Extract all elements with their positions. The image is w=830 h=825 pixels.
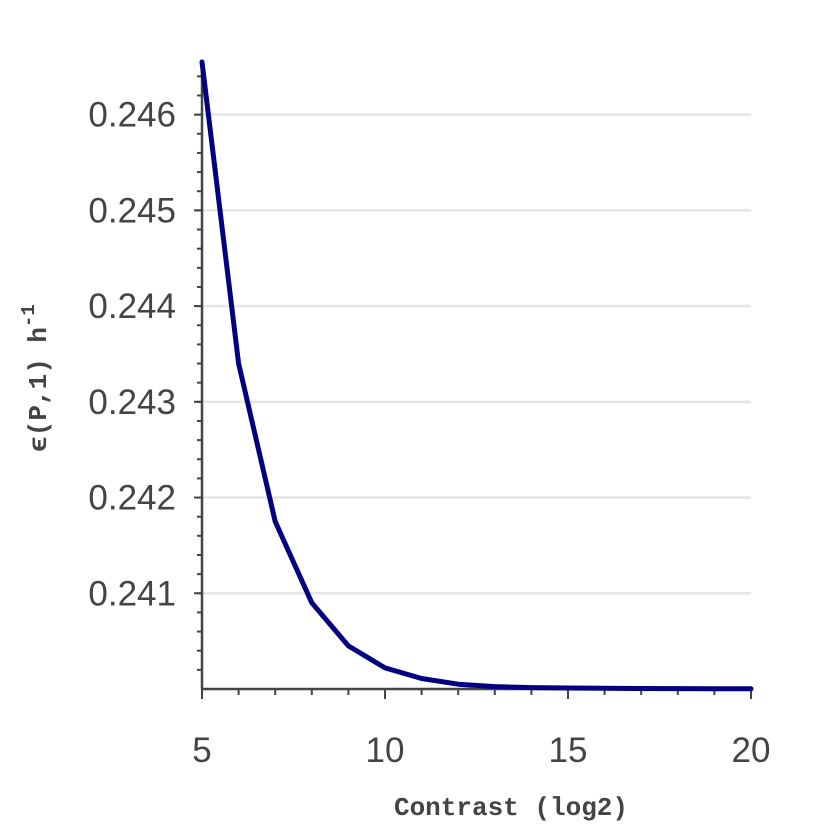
x-tick-label: 20 (732, 731, 771, 770)
minor-tick-marks (197, 75, 716, 695)
x-tick-label: 15 (549, 731, 588, 770)
y-tick-label: 0.241 (88, 574, 176, 613)
y-axis-title-main: ϵ(P,1) h (24, 327, 54, 452)
major-tick-marks (194, 113, 752, 699)
y-axis-title-superscript: -1 (18, 304, 40, 327)
y-tick-label: 0.242 (88, 479, 176, 518)
y-tick-label: 0.245 (88, 191, 176, 230)
series-line (199, 59, 754, 692)
x-tick-label: 5 (192, 731, 211, 770)
y-tick-labels: 0.241 0.242 0.243 0.244 0.245 0.246 (88, 96, 176, 614)
series-layer (199, 59, 754, 692)
x-tick-labels: 5 10 15 20 (192, 731, 770, 770)
x-axis-title: Contrast (log2) (394, 793, 628, 823)
y-tick-label: 0.246 (88, 96, 176, 135)
y-axis-title: ϵ(P,1) h-1 (18, 304, 54, 452)
y-tick-label: 0.244 (88, 287, 176, 326)
grid-lines (202, 113, 751, 595)
x-tick-label: 10 (366, 731, 405, 770)
y-tick-label: 0.243 (88, 383, 176, 422)
